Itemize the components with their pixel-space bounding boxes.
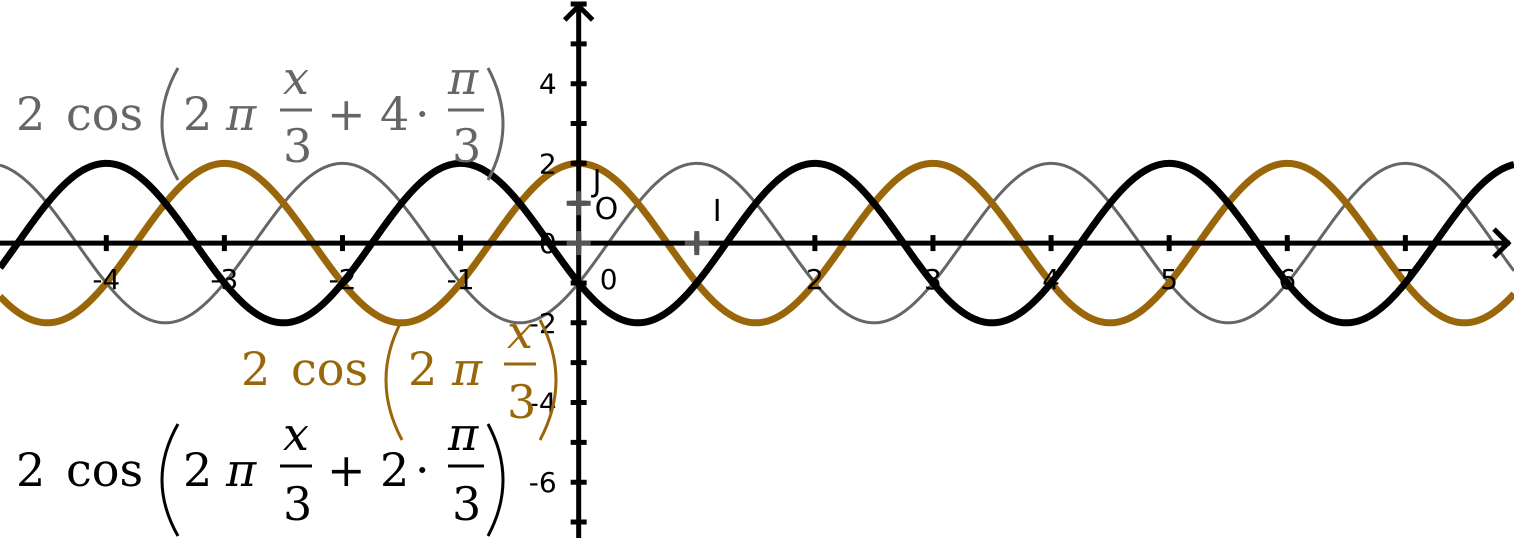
formula-a: 2 bbox=[183, 87, 212, 141]
formula-pi-denominator: 3 bbox=[452, 119, 481, 173]
points-layer: O IJ bbox=[566, 164, 722, 256]
formula-numerator: x bbox=[283, 51, 309, 105]
formula-black: 2 cos 2 π x 3 + 2 · π 3 bbox=[16, 407, 505, 537]
x-tick-label: -4 bbox=[92, 263, 120, 296]
left-paren bbox=[160, 423, 180, 537]
series-line-2 bbox=[0, 159, 1514, 327]
point-i: I bbox=[684, 194, 722, 256]
formula-fn: cos bbox=[66, 443, 143, 497]
x-tick-label: 6 bbox=[1278, 263, 1296, 296]
series-line-1 bbox=[0, 159, 1514, 327]
left-paren bbox=[160, 67, 180, 181]
x-axis-arrow bbox=[1492, 227, 1512, 259]
point-label: O bbox=[595, 192, 619, 227]
formula-numerator: x bbox=[283, 407, 309, 461]
formula-a: 2 bbox=[183, 443, 212, 497]
x-tick-label: 4 bbox=[1042, 263, 1060, 296]
point-label: J bbox=[591, 164, 602, 199]
formula-coef: 2 bbox=[241, 342, 270, 396]
formula-denominator: 3 bbox=[283, 477, 312, 531]
formula-coef: 2 bbox=[16, 443, 45, 497]
x-tick-label: 0 bbox=[600, 263, 618, 296]
right-paren bbox=[538, 319, 558, 441]
x-tick-label: 7 bbox=[1396, 263, 1414, 296]
formula-dot: · bbox=[415, 87, 430, 141]
y-tick-label: 4 bbox=[539, 68, 557, 101]
formula-dot: · bbox=[415, 443, 430, 497]
x-tick-label: -2 bbox=[329, 263, 357, 296]
formula-denominator: 3 bbox=[283, 119, 312, 173]
formula-numerator: x bbox=[507, 305, 533, 359]
formula-pi: π bbox=[451, 342, 483, 396]
formula-pi: π bbox=[225, 87, 257, 141]
x-tick-label: 5 bbox=[1160, 263, 1178, 296]
x-tick-label: -3 bbox=[210, 263, 238, 296]
formula-fn: cos bbox=[291, 342, 368, 396]
formula-k: 2 bbox=[380, 443, 409, 497]
formula-a: 2 bbox=[408, 342, 437, 396]
x-tick-label: 3 bbox=[924, 263, 942, 296]
formula-coef: 2 bbox=[16, 87, 45, 141]
right-paren bbox=[486, 423, 505, 537]
formula-gray: 2 cos 2 π x 3 + 4 · π 3 bbox=[16, 51, 505, 181]
formula-plus: + bbox=[327, 87, 366, 141]
y-tick-label: 2 bbox=[539, 147, 557, 180]
formula-pi: π bbox=[225, 443, 257, 497]
y-tick-label: -6 bbox=[529, 466, 557, 499]
formula-denominator: 3 bbox=[507, 375, 536, 429]
formula-pi-numerator: π bbox=[447, 407, 479, 461]
formula-fn: cos bbox=[66, 87, 143, 141]
formula-pi-numerator: π bbox=[447, 51, 479, 105]
formula-pi-denominator: 3 bbox=[452, 477, 481, 531]
formula-plus: + bbox=[327, 443, 366, 497]
point-o: O bbox=[566, 192, 619, 256]
point-label: I bbox=[713, 194, 722, 229]
left-paren bbox=[384, 319, 404, 441]
formula-gold: 2 cos 2 π x 3 bbox=[241, 305, 558, 441]
x-tick-label: -1 bbox=[447, 263, 475, 296]
point-j: J bbox=[566, 164, 602, 216]
formula-k: 4 bbox=[380, 87, 409, 141]
right-paren bbox=[486, 67, 505, 181]
y-tick-label: 0 bbox=[539, 227, 557, 260]
x-tick-label: 2 bbox=[806, 263, 824, 296]
